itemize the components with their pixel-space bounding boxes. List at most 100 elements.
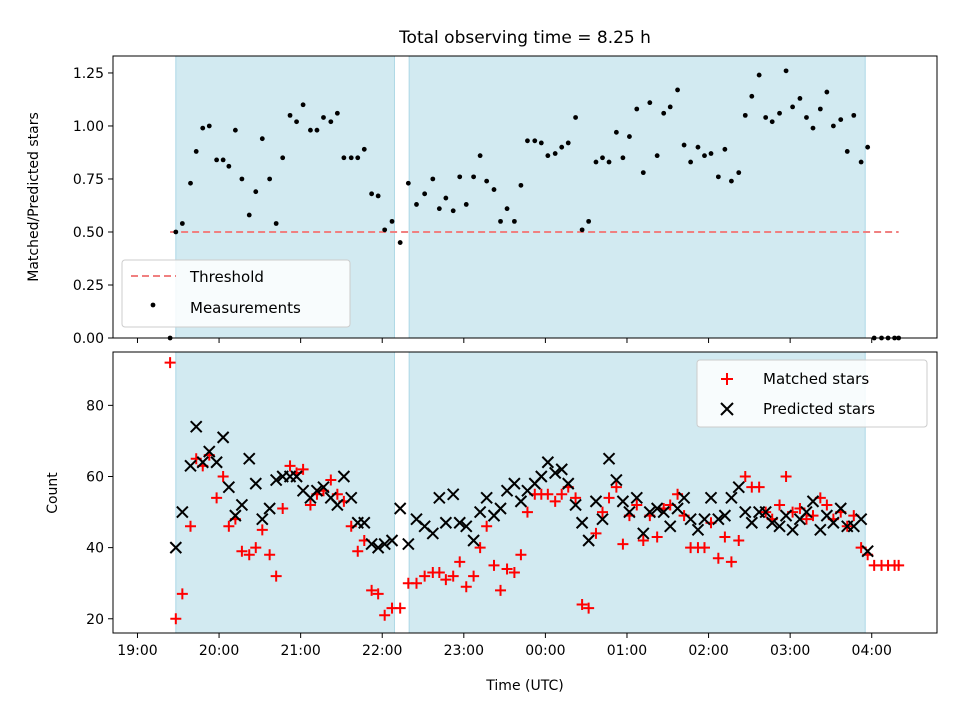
matched-star-marker — [893, 559, 905, 571]
measurement-point — [491, 187, 497, 192]
matched-star-marker — [243, 549, 255, 561]
matched-star-marker — [542, 488, 554, 500]
shaded-interval — [175, 351, 395, 634]
matched-star-marker — [521, 506, 533, 518]
matched-star-marker — [753, 481, 765, 493]
measurement-point — [838, 117, 844, 123]
measurement-point — [634, 106, 640, 112]
measurement-point — [545, 153, 551, 159]
matched-star-marker — [468, 570, 480, 582]
predicted-star-marker — [508, 477, 521, 490]
bottom-x-ticks: 19:00 20:00 21:00 22:00 23:00 00:00 01:00 02:00… — [117, 633, 892, 659]
predicted-legend-swatch — [720, 402, 734, 416]
measurement-point — [397, 240, 403, 245]
predicted-star-marker — [535, 470, 548, 483]
measurement-point — [824, 89, 830, 95]
measurement-point — [777, 110, 782, 116]
measurement-point — [348, 155, 354, 161]
x-tick-label: 02:00 — [688, 643, 728, 659]
measurement-point — [695, 144, 701, 150]
x-axis-label: Time (UTC) — [485, 678, 563, 694]
matched-star-marker — [223, 520, 235, 532]
matched-star-marker — [419, 570, 431, 582]
predicted-star-marker — [671, 502, 684, 515]
measurement-point — [532, 138, 538, 144]
predicted-star-marker — [473, 505, 487, 519]
matched-star-marker — [637, 535, 649, 547]
measurement-point — [613, 129, 619, 135]
measurement-point — [729, 178, 734, 184]
measurement-point — [382, 227, 388, 233]
measurement-point — [736, 170, 742, 176]
measurement-point — [206, 123, 212, 129]
matched-star-marker — [488, 559, 500, 571]
top-legend-box — [121, 259, 351, 328]
predicted-star-marker — [827, 516, 840, 529]
measurement-point — [844, 149, 850, 154]
y-tick-label: 1.00 — [73, 119, 104, 135]
predicted-star-marker — [691, 523, 705, 537]
measurement-point — [173, 229, 179, 235]
predicted-star-marker — [290, 470, 303, 483]
predicted-star-marker — [786, 523, 799, 537]
matched-star-marker — [394, 602, 406, 614]
measurement-point — [688, 159, 694, 165]
predicted-star-marker — [630, 491, 643, 505]
measurement-point — [654, 153, 660, 159]
measurement-point — [579, 227, 585, 233]
predicted-star-marker — [337, 470, 351, 483]
measurement-point — [783, 68, 789, 74]
predicted-star-marker — [562, 477, 575, 490]
matched-star-marker — [433, 567, 445, 579]
predicted-star-marker — [184, 459, 197, 473]
predicted-star-marker — [854, 512, 868, 526]
predicted-star-marker — [575, 516, 589, 529]
top-legend: Threshold Measurements — [121, 259, 351, 328]
measurement-point — [498, 218, 503, 224]
top-y-ticks: 0.00 0.25 0.50 0.75 1.00 1.25 — [73, 66, 113, 347]
matched-star-marker — [379, 609, 391, 621]
x-tick-label: 01:00 — [607, 643, 647, 659]
predicted-star-marker — [664, 520, 677, 533]
measurement-point — [817, 106, 823, 112]
measurement-point — [405, 180, 411, 186]
predicted-star-marker — [358, 516, 371, 529]
measurement-point — [267, 176, 273, 182]
x-tick-label: 04:00 — [852, 643, 892, 659]
predicted-star-marker — [814, 523, 827, 537]
predicted-star-marker — [800, 505, 813, 519]
predicted-star-marker — [773, 520, 786, 533]
matched-star-marker — [185, 520, 197, 532]
measurements-legend-label: Measurements — [190, 299, 301, 317]
matched-star-marker — [372, 588, 384, 600]
matched-star-marker — [603, 492, 615, 504]
matched-star-marker — [297, 463, 309, 475]
predicted-star-marker — [725, 491, 738, 505]
x-tick-label: 00:00 — [525, 643, 565, 659]
matched-star-marker — [481, 520, 493, 532]
shaded-interval — [408, 55, 866, 339]
measurement-point — [708, 151, 714, 156]
matched-star-marker — [821, 499, 833, 511]
bottom-y-axis-label: Count — [45, 472, 61, 514]
y-tick-label: 60 — [86, 469, 104, 485]
matched-star-marker — [447, 570, 459, 582]
measurement-point — [414, 202, 419, 207]
predicted-star-marker — [480, 491, 493, 505]
measurement-point — [756, 72, 762, 78]
predicted-star-marker — [657, 505, 670, 519]
chart-title: Total observing time = 8.25 h — [398, 28, 651, 48]
predicted-star-marker — [623, 505, 636, 519]
measurement-point — [858, 159, 864, 165]
measurement-point — [565, 140, 571, 146]
predicted-star-markers — [169, 420, 874, 558]
measurement-point — [627, 134, 632, 139]
measurement-point — [552, 151, 558, 156]
matched-star-marker — [277, 503, 289, 515]
matched-star-marker — [352, 545, 364, 557]
measurement-point — [769, 119, 775, 125]
predicted-star-marker — [249, 477, 262, 490]
predicted-star-marker — [433, 491, 446, 505]
measurement-point — [422, 191, 428, 197]
top-shaded-intervals — [175, 55, 866, 339]
